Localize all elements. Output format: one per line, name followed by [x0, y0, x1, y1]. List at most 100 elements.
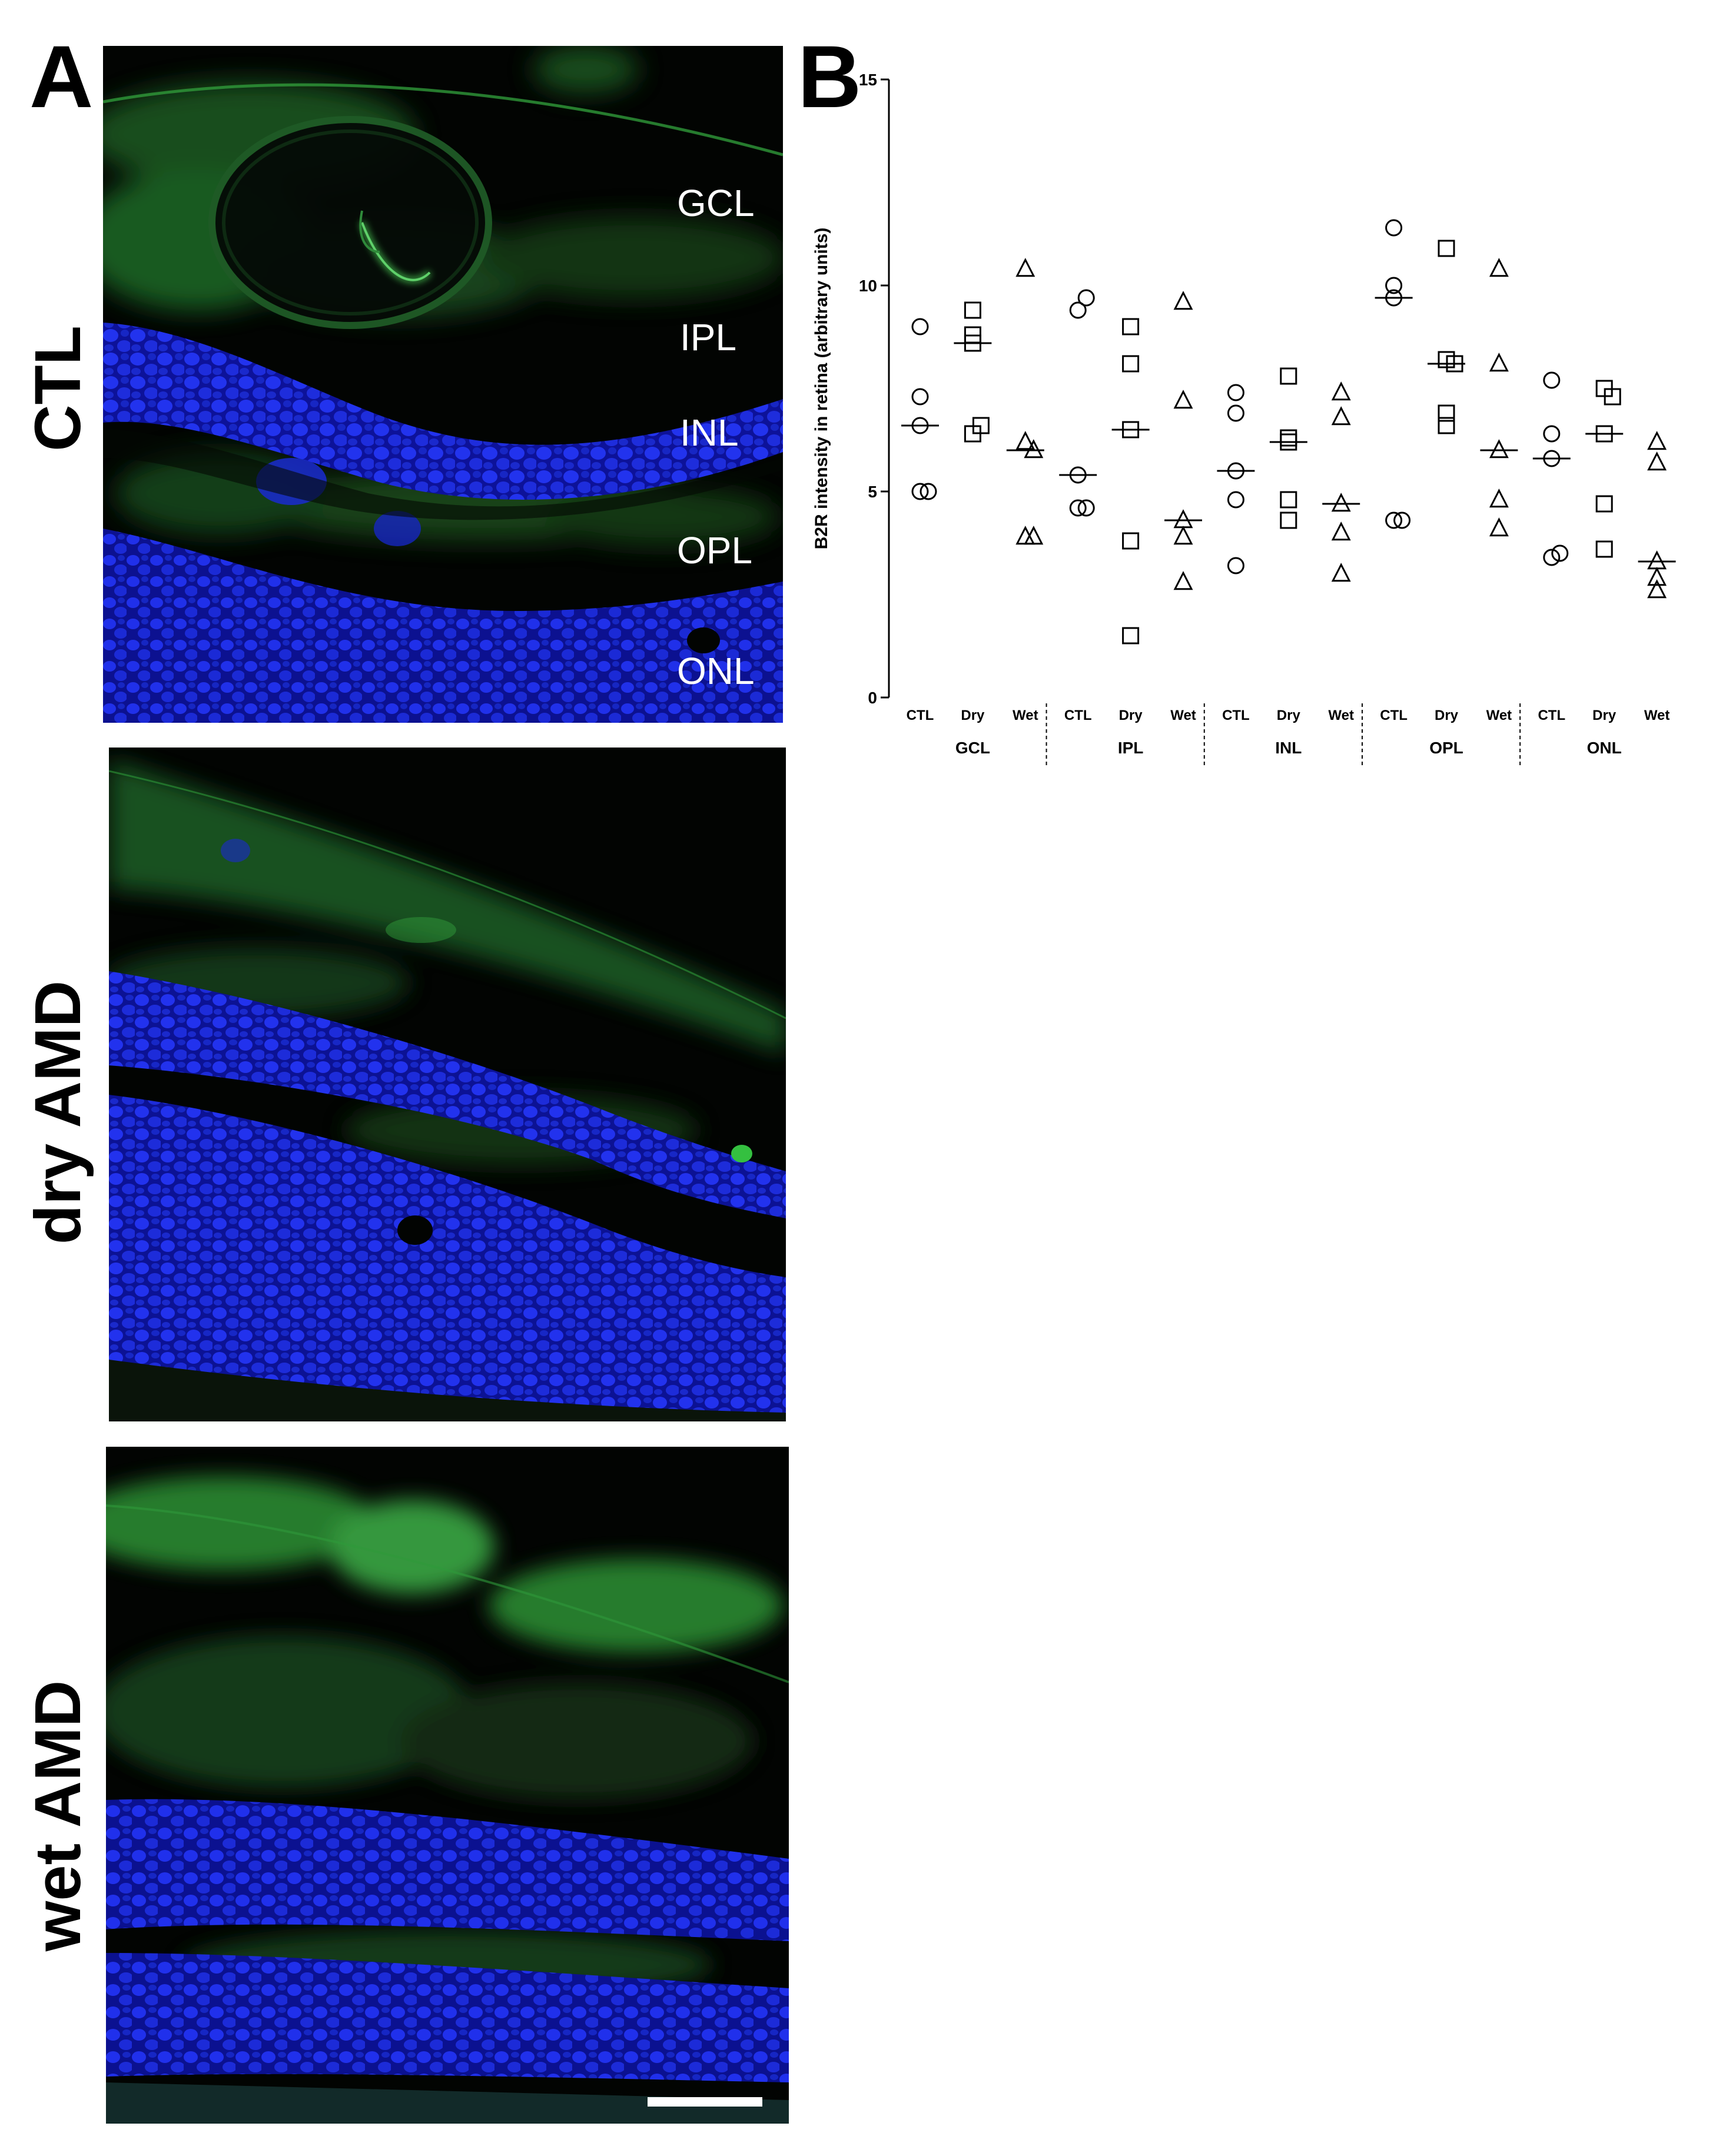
- category-tick-label: Wet: [1170, 707, 1196, 723]
- group-label: GCL: [955, 739, 990, 757]
- micrograph-wet-amd: [106, 1447, 789, 2124]
- data-point-circle: [911, 318, 929, 335]
- data-point-triangle: [1331, 493, 1351, 512]
- y-axis-label: B2R intensity in retina (arbitrary units…: [812, 228, 831, 550]
- data-point-square: [1438, 417, 1455, 434]
- y-tick-label: 5: [868, 483, 877, 501]
- data-point-circle: [920, 483, 937, 500]
- category-tick-label: Wet: [1486, 707, 1512, 723]
- data-point-triangle: [1173, 291, 1193, 310]
- data-point-triangle: [1015, 258, 1035, 277]
- data-point-square: [964, 301, 981, 319]
- category-tick-label: CTL: [907, 707, 934, 723]
- data-point-circle: [1069, 301, 1087, 319]
- category-tick-label: CTL: [1538, 707, 1565, 723]
- data-point-circle: [1069, 499, 1087, 517]
- data-point-square: [1280, 429, 1297, 447]
- data-point-square: [1595, 495, 1613, 513]
- data-point-circle: [1385, 277, 1403, 294]
- data-point-triangle: [1489, 489, 1509, 508]
- data-point-triangle: [1024, 439, 1044, 459]
- data-point-circle: [1543, 450, 1561, 467]
- data-point-triangle: [1489, 439, 1509, 459]
- data-point-square: [1122, 355, 1140, 373]
- data-point-triangle: [1015, 526, 1035, 545]
- layer-label-inl: INL: [680, 411, 739, 454]
- data-point-triangle: [1489, 258, 1509, 277]
- data-point-triangle: [1489, 517, 1509, 537]
- data-point-square: [964, 326, 981, 344]
- data-point-square: [1438, 351, 1455, 368]
- data-point-square: [1122, 627, 1140, 645]
- group-label: ONL: [1587, 739, 1622, 757]
- data-point-square: [1122, 318, 1140, 335]
- data-point-square: [1604, 388, 1621, 406]
- data-point-triangle: [1015, 431, 1035, 450]
- data-point-square: [1280, 491, 1297, 509]
- data-point-circle: [911, 388, 929, 406]
- data-point-circle: [1077, 499, 1095, 517]
- group-label: OPL: [1429, 739, 1463, 757]
- data-point-triangle: [1331, 521, 1351, 541]
- category-tick-label: Dry: [1592, 707, 1617, 723]
- data-point-circle: [1227, 462, 1244, 480]
- data-point-circle: [1393, 511, 1411, 529]
- scale-bar: [648, 2097, 762, 2107]
- data-point-circle: [1543, 425, 1561, 443]
- data-point-square: [972, 417, 990, 434]
- panel-a-letter: A: [29, 27, 94, 126]
- layer-label-onl: ONL: [677, 650, 755, 692]
- data-point-circle: [1227, 491, 1244, 509]
- data-point-square: [1280, 511, 1297, 529]
- data-point-circle: [1069, 466, 1087, 484]
- data-point-triangle: [1647, 431, 1667, 450]
- y-tick-label: 10: [859, 277, 877, 295]
- data-point-triangle: [1331, 381, 1351, 401]
- data-point-triangle: [1173, 526, 1193, 545]
- data-point-triangle: [1647, 550, 1667, 570]
- data-point-square: [1280, 367, 1297, 385]
- y-tick-label: 0: [868, 689, 877, 707]
- data-point-square: [964, 334, 981, 352]
- data-point-circle: [911, 483, 929, 500]
- data-point-triangle: [1647, 567, 1667, 586]
- data-point-triangle: [1489, 353, 1509, 372]
- data-point-triangle: [1173, 390, 1193, 409]
- layer-label-ipl: IPL: [680, 316, 737, 358]
- y-tick-label: 15: [859, 71, 877, 89]
- data-point-circle: [1227, 384, 1244, 401]
- category-tick-label: Dry: [961, 707, 985, 723]
- data-point-triangle: [1647, 579, 1667, 599]
- data-point-square: [1122, 421, 1140, 438]
- category-tick-label: Wet: [1328, 707, 1354, 723]
- data-point-triangle: [1647, 451, 1667, 471]
- data-point-circle: [1551, 544, 1569, 562]
- data-point-square: [1595, 380, 1613, 397]
- data-point-circle: [1227, 557, 1244, 574]
- micrograph-dry-amd: [109, 748, 786, 1421]
- data-point-square: [1438, 240, 1455, 257]
- data-point-square: [1595, 540, 1613, 558]
- data-point-triangle: [1173, 509, 1193, 529]
- data-point-square: [964, 425, 981, 443]
- data-point-square: [1280, 433, 1297, 451]
- category-tick-label: Wet: [1644, 707, 1670, 723]
- data-point-circle: [1543, 371, 1561, 389]
- category-tick-label: Dry: [1435, 707, 1459, 723]
- data-point-circle: [1385, 289, 1403, 307]
- layer-label-opl: OPL: [677, 529, 753, 572]
- data-point-circle: [1227, 404, 1244, 422]
- data-point-square: [1446, 355, 1463, 373]
- data-point-triangle: [1173, 571, 1193, 590]
- micrograph-ctl: GCL IPL INL OPL ONL: [103, 46, 783, 723]
- row-label-wet-amd: wet AMD: [22, 1680, 94, 1952]
- data-point-square: [1438, 404, 1455, 422]
- category-tick-label: CTL: [1064, 707, 1092, 723]
- data-point-square: [1595, 425, 1613, 443]
- row-label-dry-amd: dry AMD: [22, 980, 94, 1245]
- data-point-circle: [1385, 511, 1403, 529]
- panel-b-letter: B: [798, 27, 862, 126]
- category-tick-label: CTL: [1380, 707, 1408, 723]
- row-label-ctl: CTL: [22, 325, 94, 451]
- layer-label-gcl: GCL: [677, 182, 755, 224]
